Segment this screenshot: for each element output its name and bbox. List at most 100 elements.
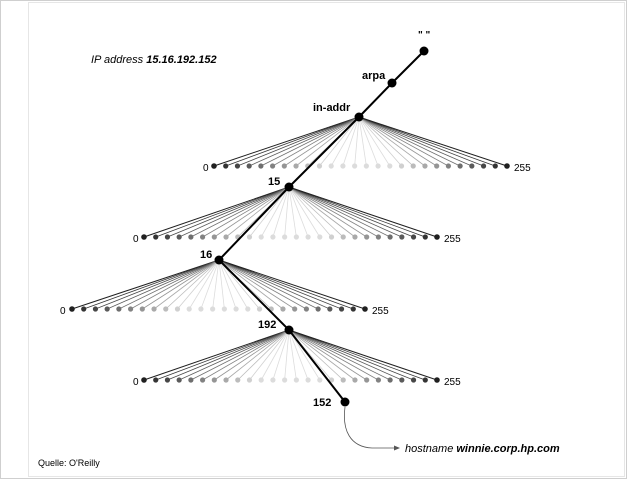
fan-line	[179, 330, 289, 380]
fan-line	[107, 260, 219, 309]
fan-leaf-dot	[317, 234, 322, 239]
fan-leaf-dot	[422, 163, 427, 168]
fan-leaf-dot	[504, 163, 510, 169]
fan-leaf-dot	[233, 306, 238, 311]
fan-leaf-dot	[481, 163, 486, 168]
fan-leaf-dot	[352, 234, 357, 239]
fan-leaf-dot	[93, 306, 98, 311]
fan-leaf-dot	[235, 377, 240, 382]
fan-leaf-dot	[259, 377, 264, 382]
fan-leaf-dot	[364, 234, 369, 239]
in-addr-label: in-addr	[313, 102, 351, 114]
fan-leaf-dot	[235, 163, 240, 168]
fan-leaf-dot	[399, 163, 404, 168]
fan-line	[359, 117, 437, 166]
fan-line	[359, 117, 448, 166]
fan-line	[249, 117, 359, 166]
fan-leaf-dot	[212, 234, 217, 239]
hostname-arrowhead	[394, 446, 400, 451]
fan-leaf-dot	[165, 234, 170, 239]
fan-leaf-dot	[177, 377, 182, 382]
fan-leaf-dot	[282, 234, 287, 239]
fan-leaf-dot	[175, 306, 180, 311]
fan-leaf-dot	[211, 163, 217, 169]
fan-2-min-label: 0	[133, 234, 139, 245]
fan-leaf-dot	[198, 306, 203, 311]
fan-line	[289, 187, 378, 237]
fan-line	[359, 117, 484, 166]
fan-leaf-dot	[258, 163, 263, 168]
fan-leaf-dot	[116, 306, 121, 311]
fan-leaf-dot	[399, 234, 404, 239]
fan-leaf-dot	[141, 234, 147, 240]
ip-address-caption: IP address 15.16.192.152	[91, 54, 217, 66]
ip-address-prefix: IP address	[91, 54, 146, 66]
fan-leaf-dot	[375, 163, 380, 168]
root-node	[420, 47, 429, 56]
fan-leaf-dot	[282, 377, 287, 382]
fan-leaf-dot	[247, 234, 252, 239]
fan-leaf-dot	[304, 306, 309, 311]
fan-4-min-label: 0	[133, 377, 139, 388]
fan-line	[289, 187, 437, 237]
fan-leaf-dot	[270, 234, 275, 239]
fan-leaf-dot	[411, 377, 416, 382]
fan-leaf-dot	[294, 377, 299, 382]
fan-line	[142, 260, 219, 309]
hostname-value: winnie.corp.hp.com	[456, 443, 560, 455]
node-192	[285, 326, 294, 335]
fan-leaf-dot	[434, 377, 440, 383]
in-addr-node	[355, 113, 364, 122]
fan-line	[359, 117, 507, 166]
fan-leaf-dot	[317, 377, 322, 382]
fan-leaf-dot	[329, 234, 334, 239]
fan-leaf-dot	[151, 306, 156, 311]
fan-2	[141, 187, 440, 240]
fan-leaf-dot	[188, 377, 193, 382]
fan-leaf-dot	[294, 234, 299, 239]
fan-leaf-dot	[69, 306, 75, 312]
fan-1-max-label: 255	[514, 163, 531, 174]
fan-1-min-label: 0	[203, 163, 209, 174]
fan-leaf-dot	[141, 377, 147, 383]
fan-line	[359, 117, 495, 166]
fan-leaf-dot	[305, 377, 310, 382]
fan-leaf-dot	[223, 377, 228, 382]
fan-leaf-dot	[280, 306, 285, 311]
fan-leaf-dot	[165, 377, 170, 382]
fan-leaf-dot	[352, 163, 357, 168]
label-152: 152	[313, 397, 331, 409]
fan-leaf-dot	[387, 163, 392, 168]
fan-line	[95, 260, 219, 309]
fan-line	[167, 330, 289, 380]
fan-leaf-dot	[341, 234, 346, 239]
fan-leaf-dot	[352, 377, 357, 382]
fan-leaf-dot	[339, 306, 344, 311]
fan-leaf-dot	[222, 306, 227, 311]
fan-line	[284, 117, 359, 166]
fan-leaf-dot	[423, 234, 428, 239]
fan-leaf-dot	[469, 163, 474, 168]
fan-line	[144, 330, 289, 380]
fan-line	[289, 330, 378, 380]
fan-leaf-dot	[188, 234, 193, 239]
fan-line	[131, 260, 219, 309]
fan-line	[214, 187, 289, 237]
fan-leaf-dot	[247, 377, 252, 382]
fan-line	[72, 260, 219, 309]
fan-line	[289, 330, 437, 380]
fan-leaf-dot	[411, 234, 416, 239]
fan-leaf-dot	[81, 306, 86, 311]
fan-line	[213, 260, 219, 309]
fan-leaf-dot	[340, 163, 345, 168]
fan-4	[141, 330, 440, 383]
fan-leaf-dot	[446, 163, 451, 168]
fan-leaf-dot	[292, 306, 297, 311]
fan-leaf-dot	[362, 306, 368, 312]
fan-leaf-dot	[434, 163, 439, 168]
fan-leaf-dot	[305, 234, 310, 239]
fan-leaf-dot	[212, 377, 217, 382]
fan-4-max-label: 255	[444, 377, 461, 388]
node-16	[215, 256, 224, 265]
